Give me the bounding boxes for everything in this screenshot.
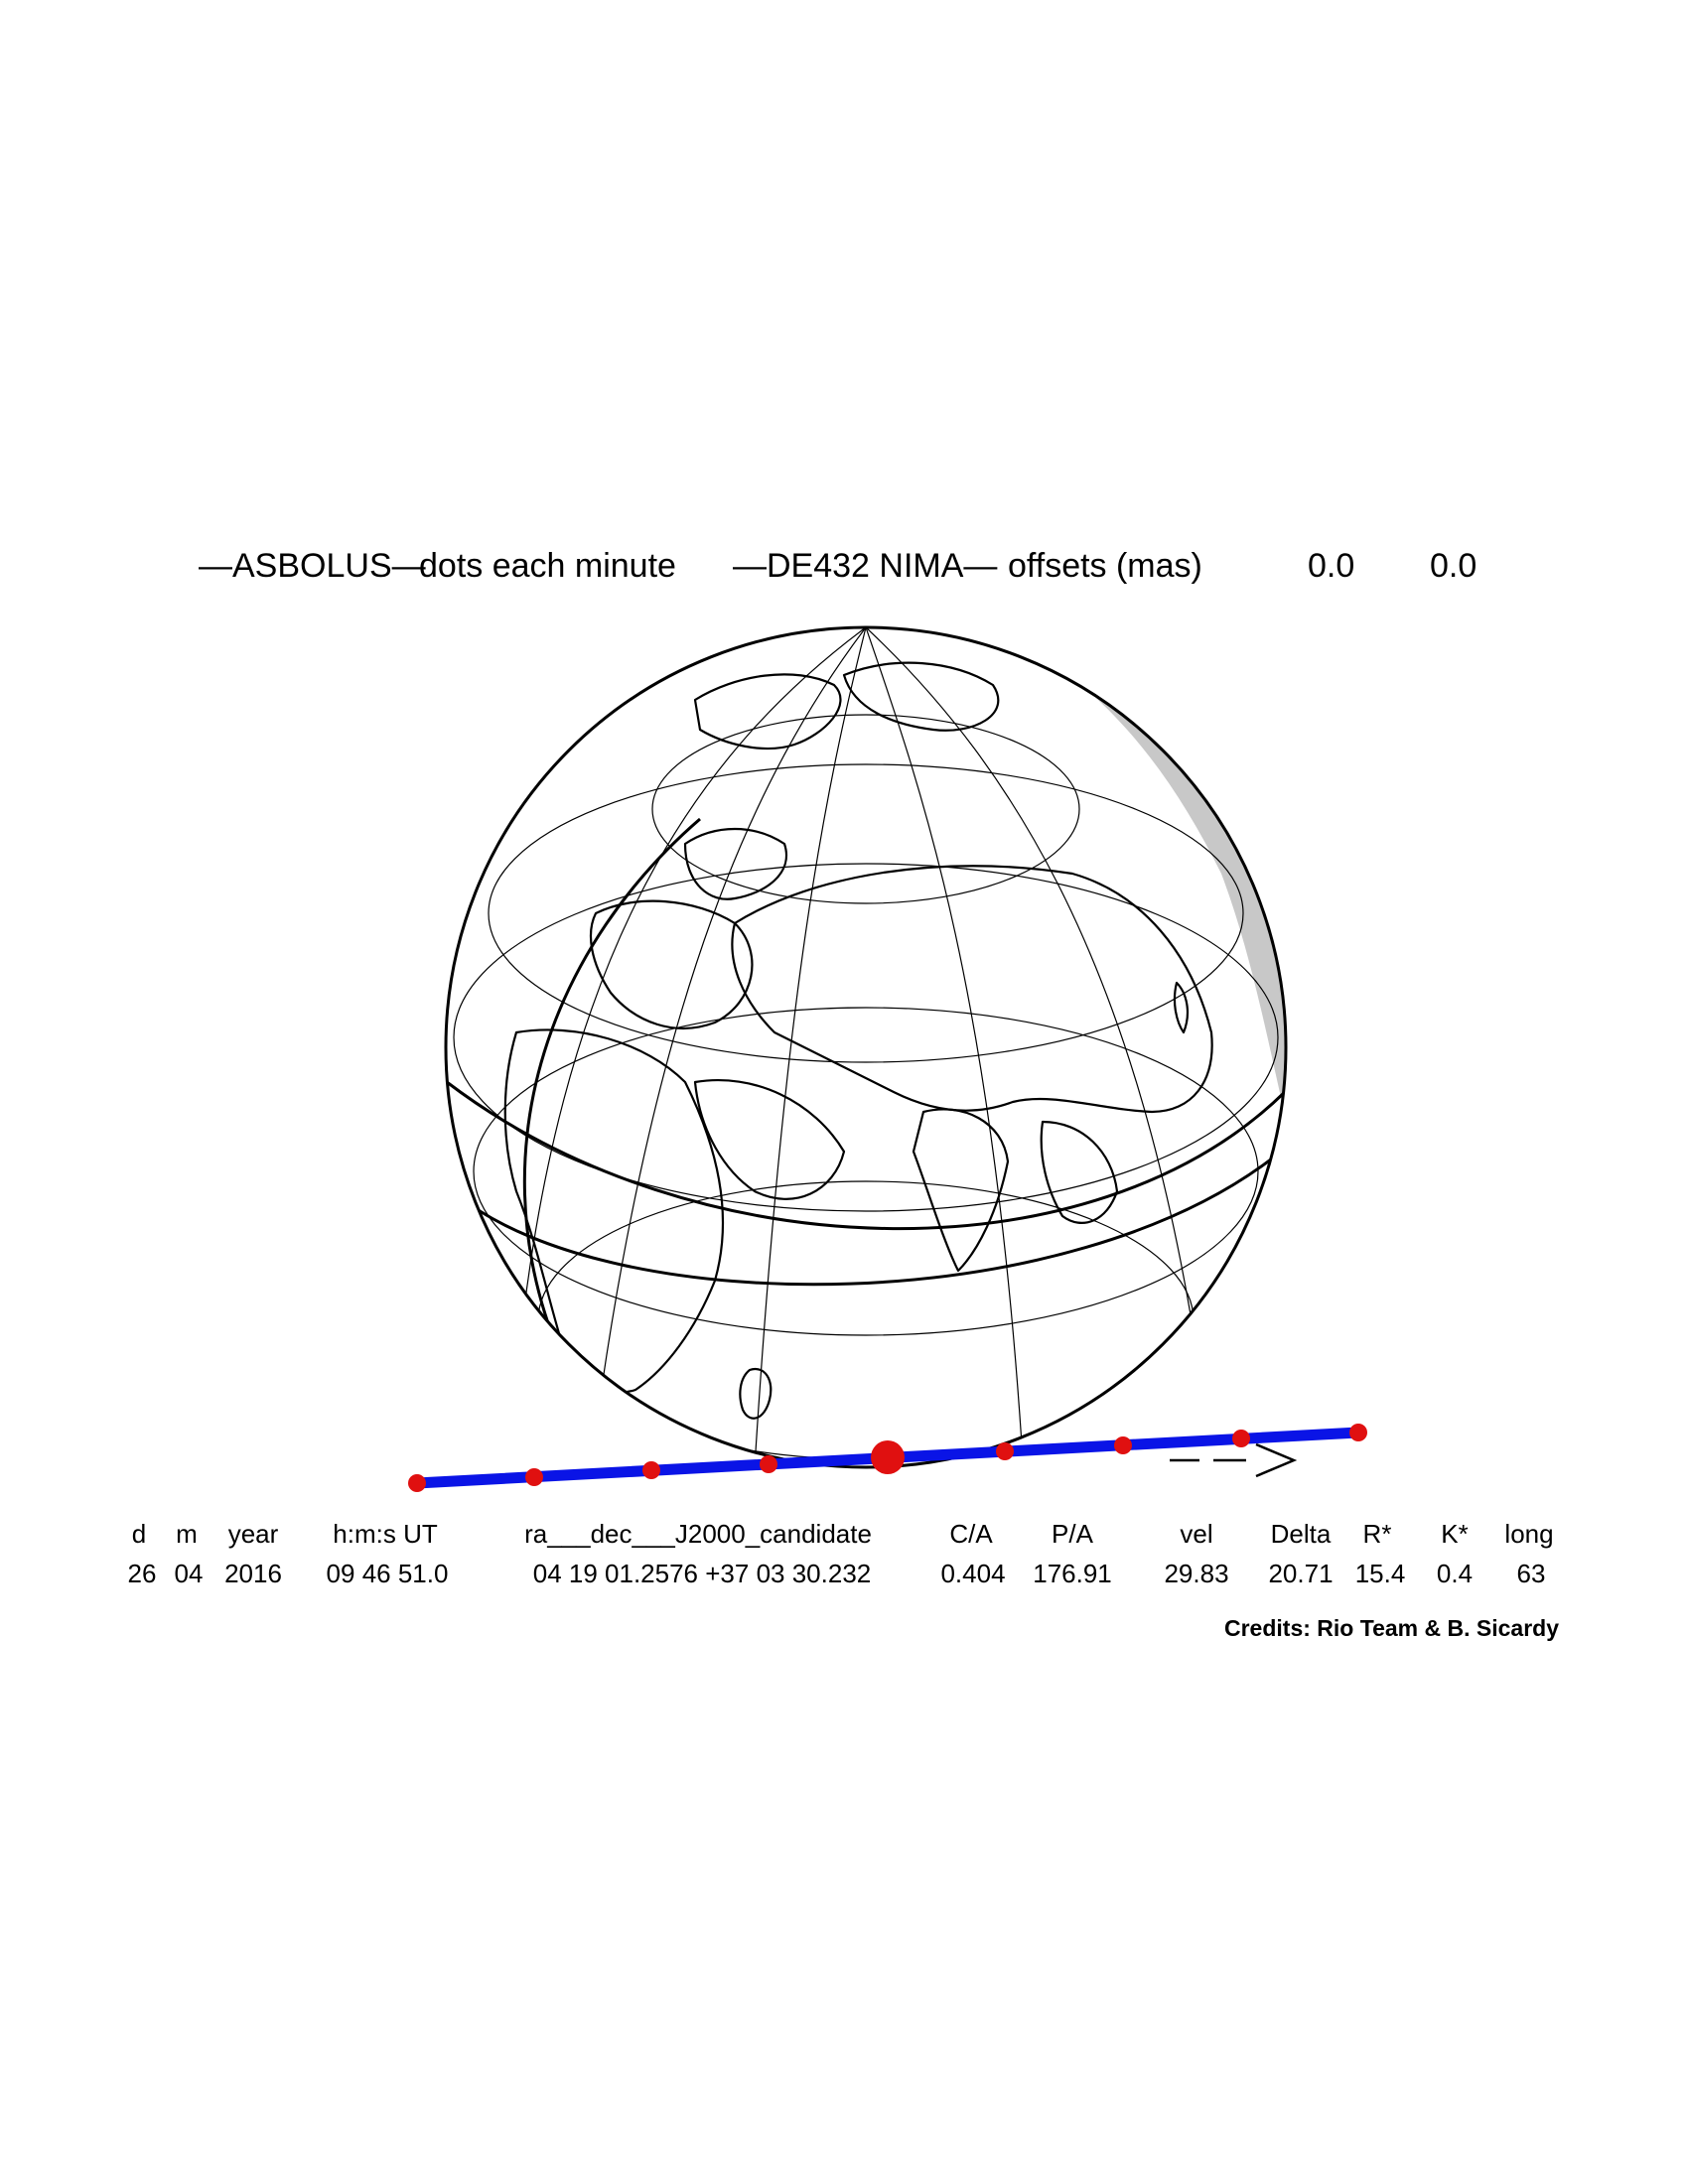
- value-vel: 29.83: [1164, 1559, 1229, 1588]
- title-offset-ra: 0.0: [1308, 547, 1355, 585]
- header-ca: C/A: [949, 1519, 993, 1549]
- header-month: m: [176, 1519, 198, 1549]
- value-long: 63: [1516, 1559, 1546, 1588]
- value-delta: 20.71: [1268, 1559, 1334, 1588]
- minute-dot: [642, 1461, 660, 1479]
- table-header-row: d m year h:m:s UT ra___dec___J2000_candi…: [0, 1514, 1688, 1554]
- minute-dot: [1232, 1430, 1250, 1447]
- direction-arrow-icon: [1170, 1442, 1298, 1478]
- minute-dot: [525, 1468, 543, 1486]
- coastlines: [503, 661, 1213, 1420]
- value-ca: 0.404: [940, 1559, 1006, 1588]
- header-vel: vel: [1180, 1519, 1213, 1549]
- minute-dot: [1114, 1436, 1132, 1454]
- minute-dot: [760, 1455, 777, 1473]
- value-k-star: 0.4: [1436, 1559, 1474, 1588]
- title-note: dots each minute: [419, 547, 676, 585]
- great-circle-line: [522, 817, 701, 1346]
- earth-limb: [444, 625, 1288, 1469]
- header-pa: P/A: [1052, 1519, 1093, 1549]
- terminator-line: [446, 1080, 1286, 1230]
- value-month: 04: [174, 1559, 204, 1588]
- minute-dots: [408, 1424, 1367, 1492]
- header-year: year: [227, 1519, 279, 1549]
- header-time: h:m:s UT: [333, 1519, 438, 1549]
- value-pa: 176.91: [1033, 1559, 1112, 1588]
- night-side-shading: [1013, 627, 1286, 1142]
- value-r-star: 15.4: [1354, 1559, 1406, 1588]
- header-long: long: [1504, 1519, 1554, 1549]
- value-coordinates: 04 19 01.2576 +37 03 30.232: [532, 1559, 872, 1588]
- credits-text: Credits: Rio Team & B. Sicardy: [1224, 1615, 1559, 1641]
- graticule: [453, 627, 1279, 1467]
- title-ephemeris: —DE432 NIMA—: [733, 547, 998, 585]
- title-bar: —ASBOLUS— dots each minute —DE432 NIMA— …: [0, 541, 1688, 591]
- value-day: 26: [127, 1559, 157, 1588]
- minute-dot: [1349, 1424, 1367, 1441]
- header-delta: Delta: [1270, 1519, 1332, 1549]
- title-object: —ASBOLUS—: [199, 547, 426, 585]
- header-k-star: K*: [1441, 1519, 1469, 1549]
- title-offset-dec: 0.0: [1430, 547, 1477, 585]
- closest-approach-dot: [871, 1440, 905, 1474]
- minute-dot: [996, 1442, 1014, 1460]
- header-day: d: [131, 1519, 147, 1549]
- table-value-row: 26 04 2016 09 46 51.0 04 19 01.2576 +37 …: [0, 1554, 1688, 1593]
- value-time: 09 46 51.0: [326, 1559, 449, 1588]
- value-year: 2016: [224, 1559, 282, 1588]
- header-coordinates: ra___dec___J2000_candidate: [524, 1519, 872, 1549]
- equator-line: [458, 1150, 1282, 1287]
- title-offsets-label: offsets (mas): [1008, 547, 1202, 585]
- header-r-star: R*: [1362, 1519, 1392, 1549]
- minute-dot: [408, 1474, 426, 1492]
